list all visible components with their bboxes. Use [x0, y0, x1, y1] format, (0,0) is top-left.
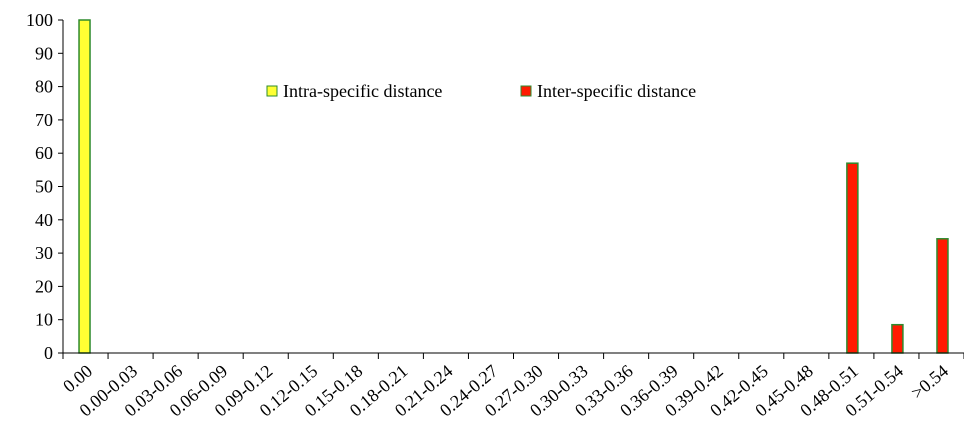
- legend-label-intra: Intra-specific distance: [283, 81, 442, 101]
- bar-intra-0: [78, 19, 91, 354]
- x-tick-label: 0.00: [59, 361, 96, 397]
- y-tick-label: 60: [35, 143, 53, 163]
- bars: [78, 19, 949, 354]
- y-tick-label: 50: [35, 177, 53, 197]
- y-tick-label: 70: [35, 110, 53, 130]
- y-tick-label: 40: [35, 210, 53, 230]
- x-axis: 0.000.00-0.030.03-0.060.06-0.090.09-0.12…: [59, 352, 964, 420]
- y-tick-label: 80: [35, 77, 53, 97]
- legend-label-inter: Inter-specific distance: [537, 81, 696, 101]
- x-tick-label: >0.54: [907, 361, 952, 403]
- y-tick-label: 0: [44, 343, 53, 363]
- bar-inter-19: [936, 238, 949, 354]
- bar-inter-17: [846, 162, 859, 354]
- y-tick-label: 90: [35, 43, 53, 63]
- bar-inter-18: [891, 323, 904, 354]
- legend-item-inter: Inter-specific distance: [520, 81, 696, 101]
- y-tick-label: 100: [26, 10, 53, 30]
- legend-item-intra: Intra-specific distance: [266, 81, 442, 101]
- y-tick-label: 10: [35, 310, 53, 330]
- legend-swatch-inter: [520, 85, 532, 97]
- legend: Intra-specific distance Inter-specific d…: [266, 81, 696, 101]
- y-tick-label: 30: [35, 243, 53, 263]
- y-axis: 0 10 20 30 40 50 60 70 80 90 100: [26, 10, 64, 363]
- y-tick-label: 20: [35, 276, 53, 296]
- legend-swatch-intra: [266, 85, 278, 97]
